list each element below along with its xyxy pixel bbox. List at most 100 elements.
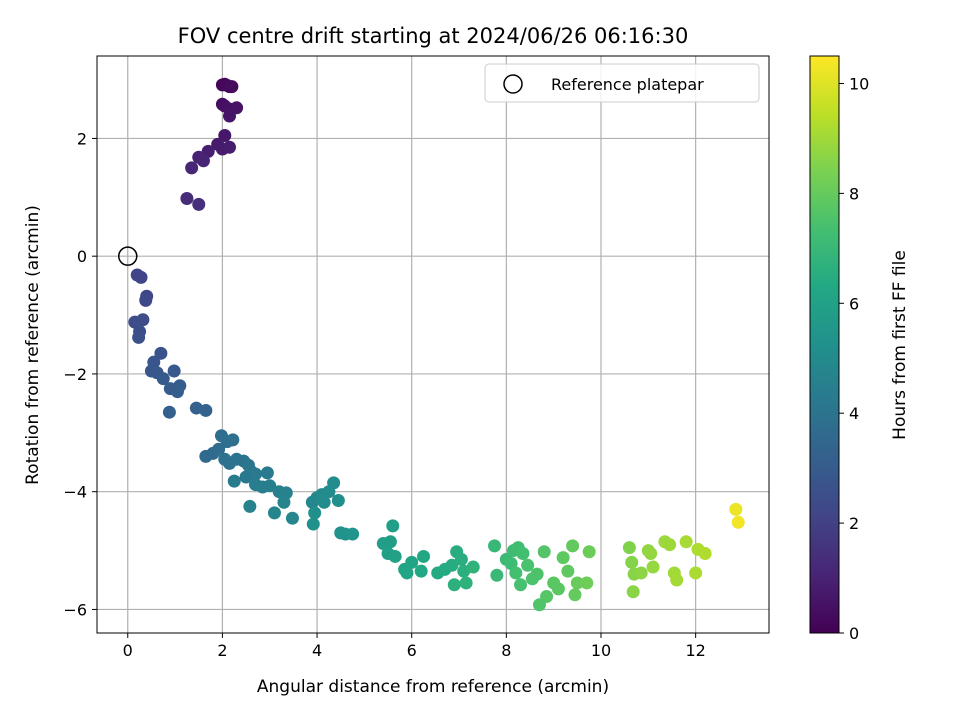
data-point [514,578,528,592]
colorbar-tick-label: 10 [849,74,869,93]
chart-title: FOV centre drift starting at 2024/06/26 … [178,24,689,48]
y-tick-label: 2 [77,129,87,148]
data-point [466,560,480,574]
x-tick-label: 0 [123,641,133,660]
grid [97,56,769,633]
data-point [156,372,170,386]
y-tick-label: −4 [63,483,87,502]
colorbar-tick-label: 6 [849,294,859,313]
data-point [509,566,523,580]
data-point [223,109,237,123]
data-point [698,547,712,561]
data-point [308,506,322,520]
data-points [128,77,745,612]
data-point [331,494,345,508]
data-point [490,568,504,582]
data-point [729,502,743,516]
x-tick-label: 2 [217,641,227,660]
y-axis-label: Rotation from reference (arcmin) [23,205,43,485]
data-point [277,495,291,509]
colorbar-tick-label: 2 [849,514,859,533]
data-point [223,140,237,154]
data-point [488,539,502,553]
data-point [454,552,468,566]
data-point [582,545,596,559]
colorbar-ticks: 0 2 4 6 8 10 [839,74,869,643]
data-point [132,330,146,344]
data-point [136,313,150,327]
x-tick-label: 8 [501,641,511,660]
data-point [154,346,168,360]
colorbar-frame [809,55,840,634]
x-tick-label: 4 [312,641,322,660]
data-point [551,582,565,596]
y-axis-ticks: −6 −4 −2 0 2 [63,129,97,619]
data-point [218,128,232,142]
x-tick-label: 12 [685,641,705,660]
y-tick-label: 0 [77,247,87,266]
y-tick-label: −2 [63,365,87,384]
legend: Reference platepar [484,63,760,103]
data-point [225,80,239,94]
data-point [260,466,274,480]
data-point [447,578,461,592]
data-point [644,547,658,561]
legend-marker-icon [503,74,523,94]
x-tick-label: 6 [407,641,417,660]
colorbar-tick-label: 0 [849,624,859,643]
data-point [196,154,210,168]
x-axis-label: Angular distance from reference (arcmin) [257,677,609,697]
data-point [170,385,184,399]
data-point [556,551,570,565]
data-point [540,589,554,603]
legend-label: Reference platepar [551,75,704,94]
data-point [346,527,360,541]
data-point [634,566,648,580]
x-axis-ticks: 0 2 4 6 8 10 12 [123,633,706,660]
data-point [521,558,535,572]
data-point [263,479,277,493]
data-point [249,467,263,481]
data-point [689,566,703,580]
data-point [405,555,419,569]
data-point [167,364,181,378]
colorbar-tick-label: 4 [849,404,859,423]
data-point [388,549,402,563]
x-tick-label: 10 [591,641,611,660]
data-point [516,547,530,561]
data-point [537,545,551,559]
colorbar: 0 2 4 6 8 10 Hours from first FF file [809,55,910,643]
plot-frame [96,55,770,634]
data-point [327,476,341,490]
data-point [383,535,397,549]
data-point [134,270,148,284]
data-point [162,405,176,419]
data-point [212,442,226,456]
data-point [561,564,575,578]
reference-marker [118,246,138,266]
data-point [626,585,640,599]
data-point [679,535,693,549]
data-point [580,576,594,590]
data-point [243,499,257,513]
data-point [646,560,660,574]
data-point [459,576,473,590]
data-point [180,191,194,205]
data-point [400,566,414,580]
data-point [199,403,213,417]
colorbar-label: Hours from first FF file [890,250,910,440]
data-point [139,293,153,307]
data-point [226,433,240,447]
data-point [317,495,331,509]
data-point [417,549,431,563]
data-point [625,555,639,569]
data-point [306,517,320,531]
data-point [414,564,428,578]
data-point [568,588,582,602]
data-point [386,519,400,533]
y-tick-label: −6 [63,600,87,619]
data-point [185,161,199,175]
data-point [663,538,677,552]
data-point [267,506,281,520]
